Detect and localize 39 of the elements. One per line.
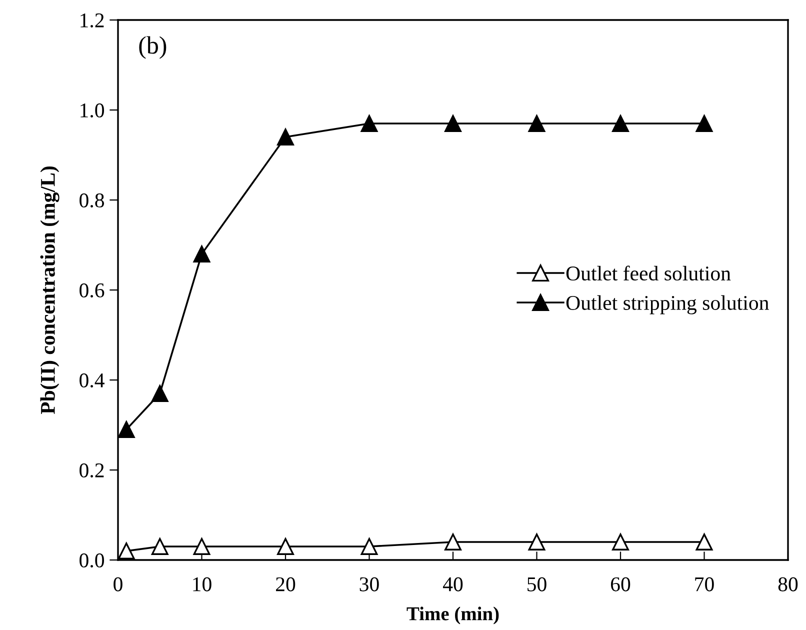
point [444, 534, 462, 550]
point [696, 534, 713, 550]
x-tick-label: 10 [193, 577, 212, 592]
y-tick-label: 0.4 [80, 373, 104, 388]
point [151, 385, 168, 402]
y-tick-label: 0.2 [80, 463, 104, 478]
legend-label: Outlet stripping solution [566, 295, 769, 314]
y-axis-title: Pb(II) concentration (mg/L) [40, 166, 60, 414]
y-tick-label: 1.2 [80, 13, 104, 28]
x-tick-label: 60 [610, 577, 630, 592]
point [277, 538, 294, 555]
x-tick-label: 50 [528, 577, 546, 592]
y-tick-label: 1.0 [80, 103, 104, 118]
point [277, 128, 294, 146]
point [360, 538, 378, 555]
y-tick-label: 0.8 [80, 193, 104, 208]
point [612, 115, 629, 132]
point [193, 538, 210, 555]
y-tick-label: 0.6 [80, 283, 104, 298]
x-tick-label: 30 [360, 577, 379, 592]
x-tick-label: 0 [114, 577, 122, 592]
annotation: (b) [139, 36, 166, 59]
point [151, 538, 168, 555]
x-tick-label: 80 [778, 577, 798, 592]
point [360, 115, 378, 132]
legend-label: Outlet feed solution [566, 266, 731, 281]
point [528, 534, 546, 550]
y-tick-label: 0.0 [80, 553, 104, 568]
point [118, 421, 135, 438]
point [444, 115, 462, 132]
point [612, 534, 629, 550]
x-axis-title: Time (min) [406, 606, 499, 624]
point [193, 246, 210, 262]
point [696, 115, 713, 132]
point [528, 115, 546, 132]
x-tick-label: 20 [276, 577, 296, 592]
point [118, 542, 135, 560]
x-tick-label: 70 [695, 577, 714, 592]
x-tick-label: 40 [442, 577, 463, 592]
